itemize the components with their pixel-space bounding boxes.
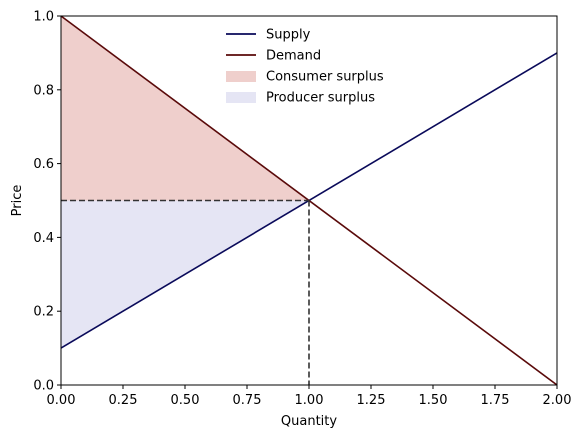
x-tick-label: 1.25	[357, 393, 386, 408]
x-axis-label: Quantity	[281, 414, 337, 429]
legend-label: Consumer surplus	[266, 70, 384, 85]
legend-swatch	[226, 92, 256, 103]
surplus-areas	[61, 16, 309, 349]
x-tick-label: 1.00	[295, 393, 324, 408]
y-tick-label: 0.6	[33, 157, 54, 172]
legend-label: Supply	[266, 28, 311, 43]
legend-item-consumer-surplus: Consumer surplus	[226, 70, 384, 85]
y-tick-label: 1.0	[33, 10, 54, 25]
x-tick-label: 0.75	[233, 393, 262, 408]
y-axis-label: Price	[10, 185, 25, 217]
x-tick-label: 1.75	[481, 393, 510, 408]
x-tick-label: 0.25	[109, 393, 138, 408]
y-tick-label: 0.4	[33, 231, 54, 246]
x-tick-label: 0.50	[171, 393, 200, 408]
legend-item-producer-surplus: Producer surplus	[226, 91, 375, 106]
legend-label: Demand	[266, 49, 321, 64]
y-axis-ticks: 0.0 0.2 0.4 0.6 0.8 1.0	[33, 10, 61, 394]
y-tick-label: 0.8	[33, 83, 54, 98]
legend-item-demand: Demand	[226, 49, 321, 64]
legend: Supply Demand Consumer surplus Producer sur…	[226, 28, 384, 106]
x-axis-ticks: 0.00 0.25 0.50 0.75 1.00 1.25 1.50 1.75 2.00	[47, 385, 572, 408]
x-tick-label: 0.00	[47, 393, 76, 408]
legend-swatch	[226, 71, 256, 82]
x-tick-label: 1.50	[419, 393, 448, 408]
y-tick-label: 0.0	[33, 379, 54, 394]
legend-item-supply: Supply	[226, 28, 311, 43]
x-tick-label: 2.00	[543, 393, 572, 408]
legend-label: Producer surplus	[266, 91, 375, 106]
equilibrium-lines	[61, 199, 310, 385]
y-tick-label: 0.2	[33, 305, 54, 320]
